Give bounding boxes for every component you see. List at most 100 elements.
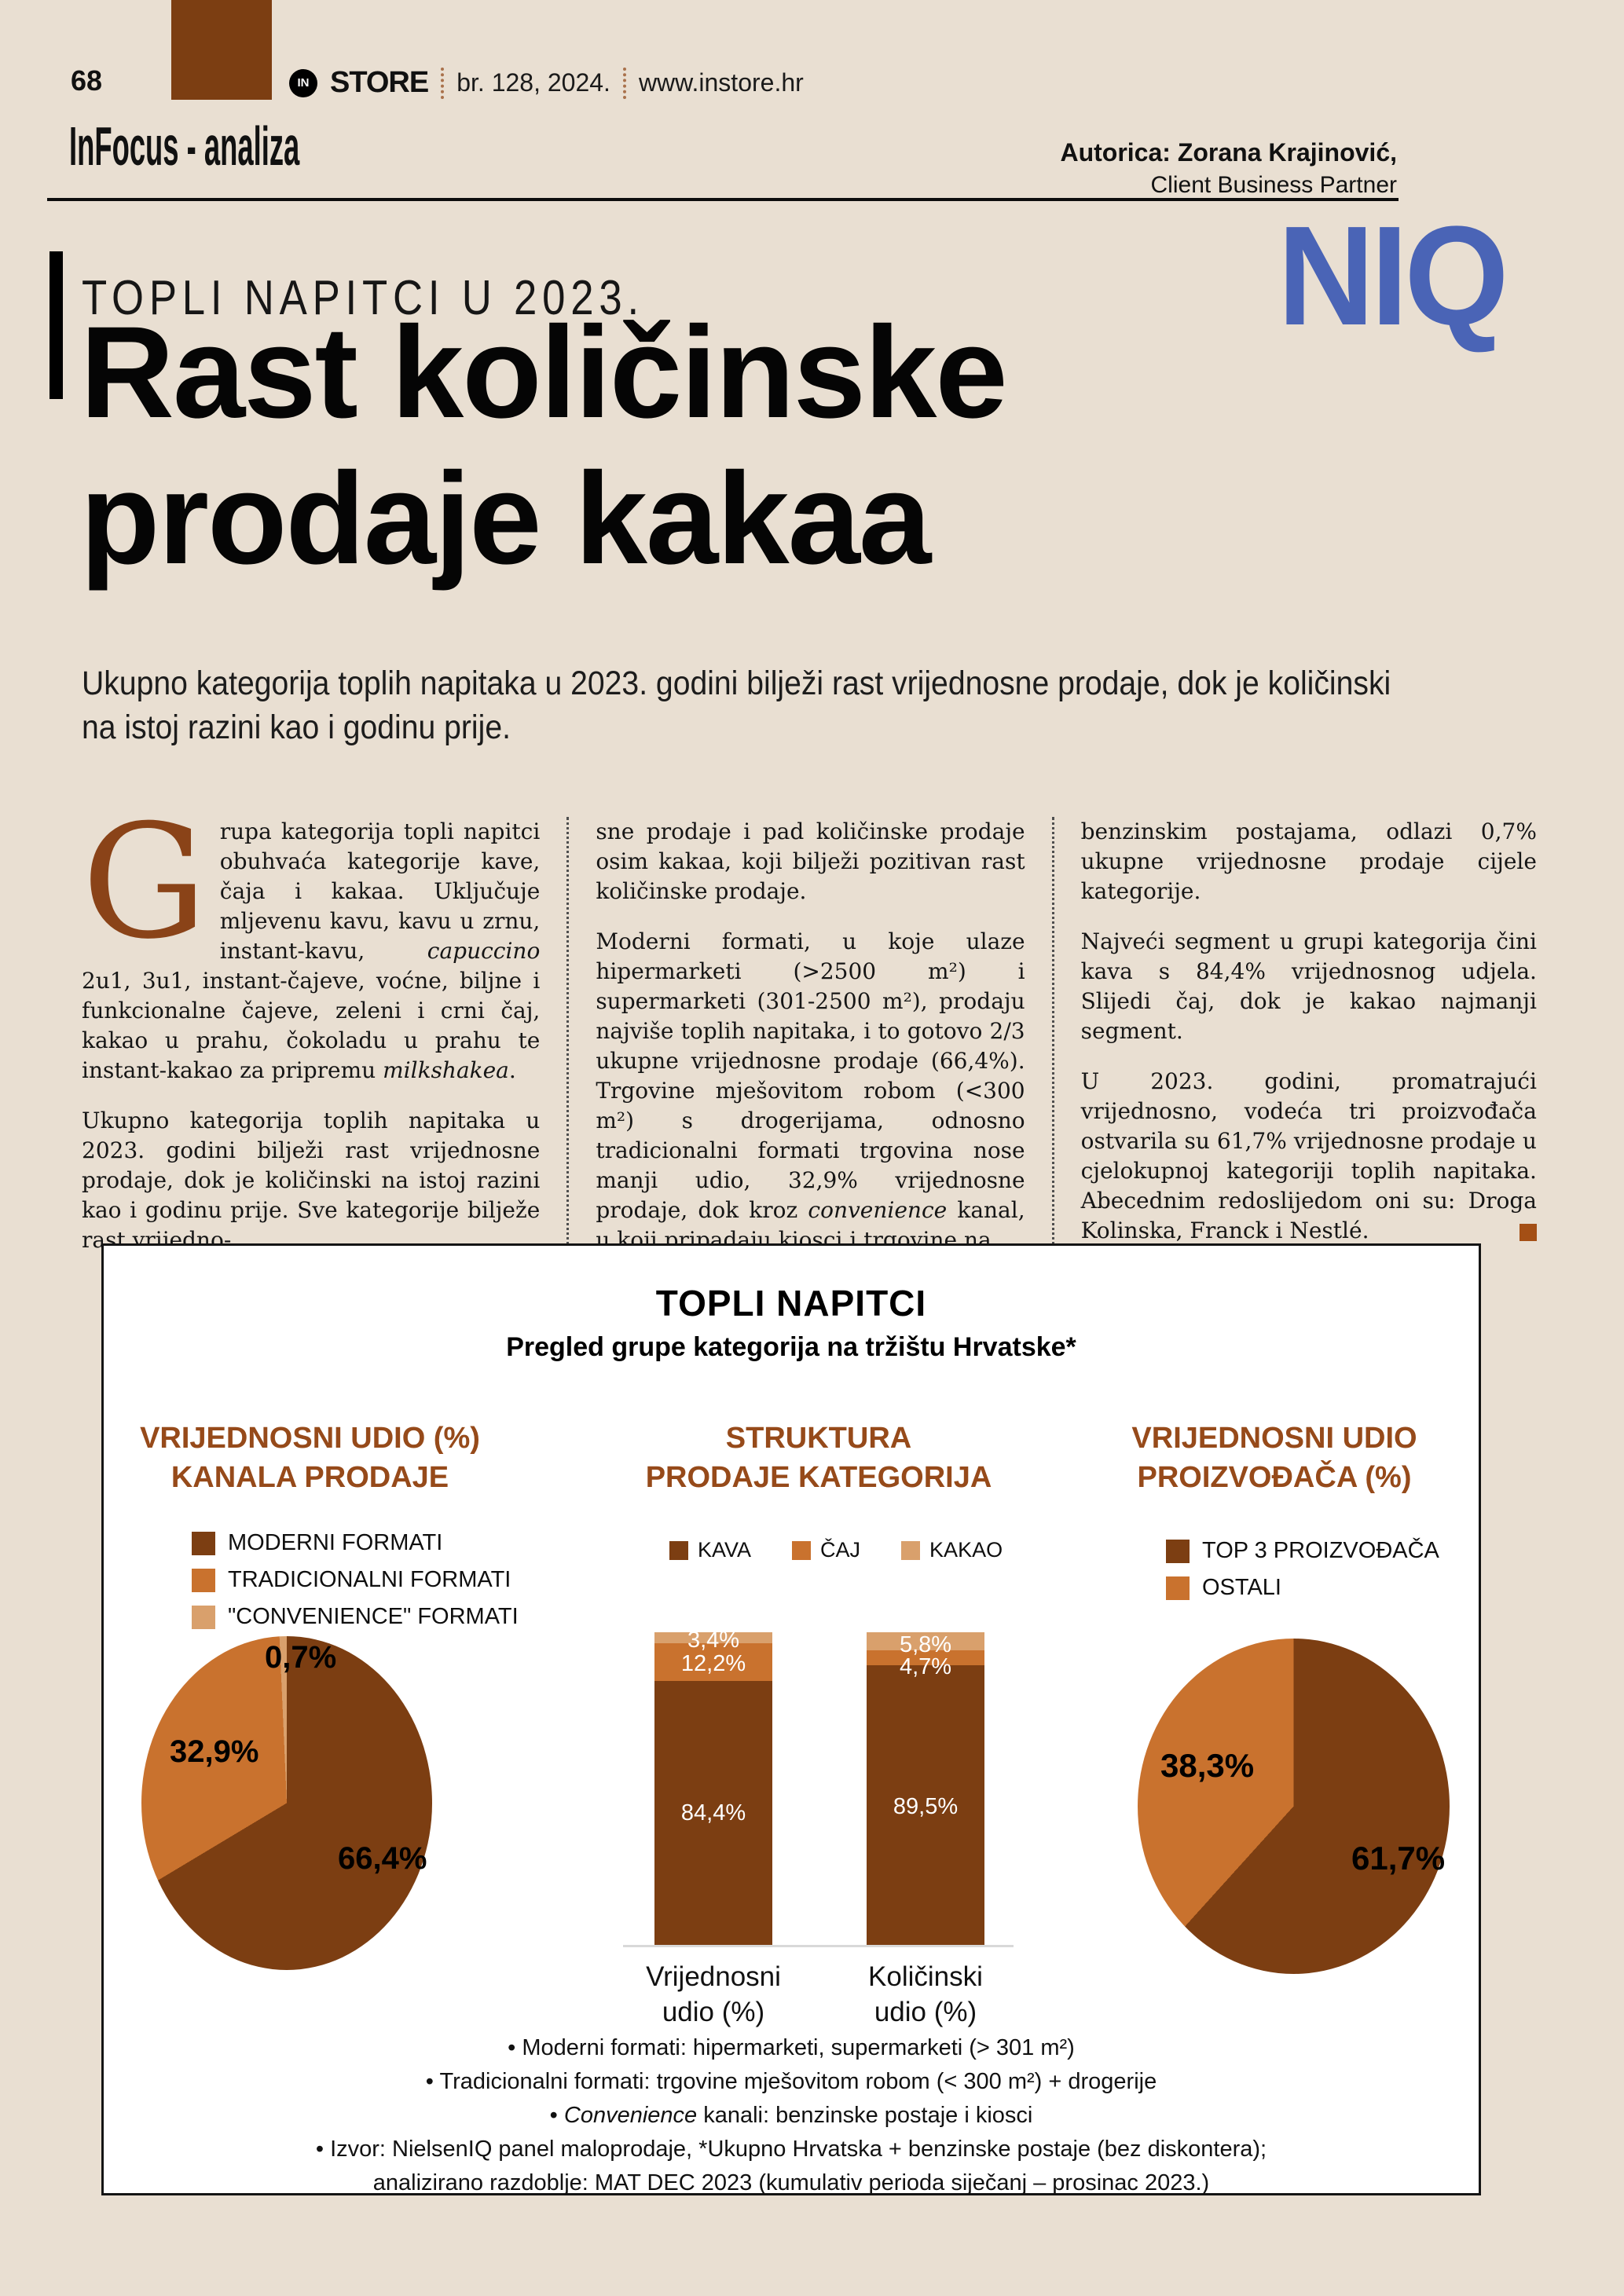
legend-item: TRADICIONALNI FORMATI xyxy=(192,1567,519,1593)
chart2-title-line1: STRUKTURA xyxy=(725,1422,912,1455)
pie-label-convenience: 0,7% xyxy=(265,1640,337,1675)
paragraph-text: U 2023. godini, promatrajući vrijednosno… xyxy=(1080,1068,1537,1243)
website-url: www.instore.hr xyxy=(638,68,804,97)
instore-logo-icon: IN xyxy=(289,68,317,97)
dropcap: G xyxy=(82,791,207,974)
pie-label-top3: 61,7% xyxy=(1351,1840,1446,1877)
kicker: TOPLI NAPITCI U 2023. xyxy=(82,271,644,325)
pie-label-ostali: 38,3% xyxy=(1160,1747,1255,1784)
bar-value-kava: 89,5% xyxy=(893,1794,959,1819)
body-column-1: G rupa kategorija topli napitci obuhvaća… xyxy=(82,791,566,1255)
legend-chip-moderni xyxy=(192,1531,215,1555)
infographic-box: TOPLI NAPITCI Pregled grupe kategorija n… xyxy=(101,1243,1481,2195)
top-brown-tab xyxy=(171,0,272,100)
legend-label: KAVA xyxy=(698,1538,752,1562)
infographic-footnotes: • Moderni formati: hipermarketi, superma… xyxy=(104,2031,1479,2200)
axis-label-vrijednosni: Vrijednosni udio (%) xyxy=(596,1959,831,2030)
bar-segment-kava xyxy=(867,1664,984,1945)
legend-item: "CONVENIENCE" FORMATI xyxy=(192,1604,519,1630)
channel-share-pie-chart xyxy=(141,1636,432,1970)
legend-item: MODERNI FORMATI xyxy=(192,1530,519,1556)
chart1-title-line1: VRIJEDNOSNI UDIO (%) xyxy=(140,1422,480,1455)
body-paragraph: benzinskim postajama, odlazi 0,7% ukupne… xyxy=(1080,818,1537,904)
legend-item: TOP 3 PROIZVOĐAČA xyxy=(1166,1538,1439,1564)
body-paragraph: Moderni formati, u koje ulaze hipermarke… xyxy=(596,928,1025,1253)
page-number: 68 xyxy=(71,64,103,97)
masthead-divider xyxy=(622,67,626,99)
legend-chip-ostali xyxy=(1166,1576,1190,1600)
legend-item: ČAJ xyxy=(792,1538,860,1562)
legend-label: MODERNI FORMATI xyxy=(228,1530,443,1555)
chart2-title: STRUKTURA PRODAJE KATEGORIJA xyxy=(599,1419,1039,1497)
body-paragraph: U 2023. godini, promatrajući vrijednosno… xyxy=(1081,1067,1537,1246)
body-paragraph: G rupa kategorija topli napitci obuhvaća… xyxy=(82,791,541,1086)
chart3-title-line2: PROIZVOĐAČA (%) xyxy=(1137,1461,1412,1494)
legend-chip-caj xyxy=(792,1540,812,1560)
masthead: IN STORE br. 128, 2024. www.instore.hr xyxy=(289,66,804,100)
kicker-bar xyxy=(49,251,63,399)
chart3-title-line1: VRIJEDNOSNI UDIO xyxy=(1131,1422,1417,1455)
footnote-line: • Moderni formati: hipermarketi, superma… xyxy=(508,2035,1075,2060)
infographic-title: TOPLI NAPITCI xyxy=(655,1283,927,1324)
body-paragraph: Ukupno kategorija toplih napitaka u 2023… xyxy=(82,1108,541,1253)
chart2-legend: KAVA ČAJ KAKAO xyxy=(669,1538,1003,1562)
pie-label-moderni: 66,4% xyxy=(338,1841,427,1876)
bar-value-caj: 4,7% xyxy=(899,1654,952,1679)
paragraph-text: rupa kategorija topli napitci obuhvaća k… xyxy=(82,818,541,1083)
masthead-divider xyxy=(441,67,445,99)
chart1-title-line2: KANALA PRODAJE xyxy=(170,1461,449,1494)
article-body: G rupa kategorija topli napitci obuhvaća… xyxy=(82,791,1537,1255)
legend-chip-kava xyxy=(669,1540,688,1560)
footnote-line: • Tradicionalni formati: trgovine mješov… xyxy=(425,2069,1157,2094)
body-paragraph: Najveći segment u grupi kategorija čini … xyxy=(1080,928,1537,1044)
axis-label-kolicinski: Količinski udio (%) xyxy=(808,1959,1043,2030)
bar-value-kakao: 5,8% xyxy=(899,1632,952,1657)
legend-chip-tradicionalni xyxy=(192,1568,215,1592)
legend-label: ČAJ xyxy=(820,1538,861,1562)
bar-segment-caj xyxy=(654,1642,772,1682)
body-column-3: benzinskim postajama, odlazi 0,7% ukupne… xyxy=(1051,817,1537,1255)
author-name: Autorica: Zorana Krajinović, xyxy=(1060,138,1397,167)
legend-chip-top3 xyxy=(1166,1539,1190,1563)
chart2-title-line2: PRODAJE KATEGORIJA xyxy=(645,1461,992,1494)
stacked-bar-chart: 3,4% 12,2% 84,4% 5,8% 4,7% 89,5% xyxy=(623,1628,1014,1947)
bar-value-kava: 84,4% xyxy=(680,1800,746,1825)
body-column-2: sne prodaje i pad količinske prodaje osi… xyxy=(566,817,1051,1255)
axis-label-line2: udio (%) xyxy=(662,1997,765,2027)
bar-segment-kakao xyxy=(654,1632,772,1643)
legend-label: KAKAO xyxy=(929,1538,1003,1562)
legend-label: "CONVENIENCE" FORMATI xyxy=(228,1604,519,1629)
legend-item: OSTALI xyxy=(1166,1575,1439,1601)
headline: Rast količinske prodaje kakaa xyxy=(80,300,1008,592)
axis-label-line1: Vrijednosni xyxy=(646,1961,781,1992)
legend-item: KAKAO xyxy=(901,1538,1003,1562)
bar-kolicinski-udio: 5,8% 4,7% 89,5% xyxy=(867,1632,984,1945)
body-paragraph: sne prodaje i pad količinske prodaje osi… xyxy=(596,818,1025,904)
headline-line-2: prodaje kakaa xyxy=(80,446,931,591)
legend-chip-kakao xyxy=(901,1540,921,1560)
author-block: Autorica: Zorana Krajinović, Client Busi… xyxy=(847,138,1397,199)
legend-chip-convenience xyxy=(192,1605,215,1629)
legend-label: OSTALI xyxy=(1202,1575,1281,1600)
issue-number: br. 128, 2024. xyxy=(456,68,610,97)
header-rule xyxy=(47,198,1399,201)
chart1-legend: MODERNI FORMATI TRADICIONALNI FORMATI "C… xyxy=(192,1530,519,1630)
footnote-line: • Izvor: NielsenIQ panel maloprodaje, *U… xyxy=(315,2137,1267,2162)
legend-item: KAVA xyxy=(669,1538,751,1562)
lead-line-2: na istoj razini kao i godinu prije. xyxy=(82,709,511,746)
bar-value-kakao: 3,4% xyxy=(687,1628,740,1653)
bar-value-caj: 12,2% xyxy=(680,1651,746,1676)
chart3-legend: TOP 3 PROIZVOĐAČA OSTALI xyxy=(1166,1538,1439,1601)
lead-line-1: Ukupno kategorija toplih napitaka u 2023… xyxy=(82,665,1391,702)
footnote-line: analizirano razdoblje: MAT DEC 2023 (kum… xyxy=(372,2170,1210,2195)
niq-logo: NIQ xyxy=(1278,197,1509,355)
infographic-subtitle: Pregled grupe kategorija na tržištu Hrva… xyxy=(506,1332,1076,1362)
section-title: InFocus - analiza xyxy=(69,115,300,177)
author-role: Client Business Partner xyxy=(1150,172,1397,198)
bar-segment-caj xyxy=(867,1650,984,1665)
bar-segment-kakao xyxy=(867,1632,984,1651)
lead-paragraph: Ukupno kategorija toplih napitaka u 2023… xyxy=(82,661,1611,749)
axis-label-line1: Količinski xyxy=(868,1961,983,1992)
headline-line-1: Rast količinske xyxy=(80,300,1008,445)
